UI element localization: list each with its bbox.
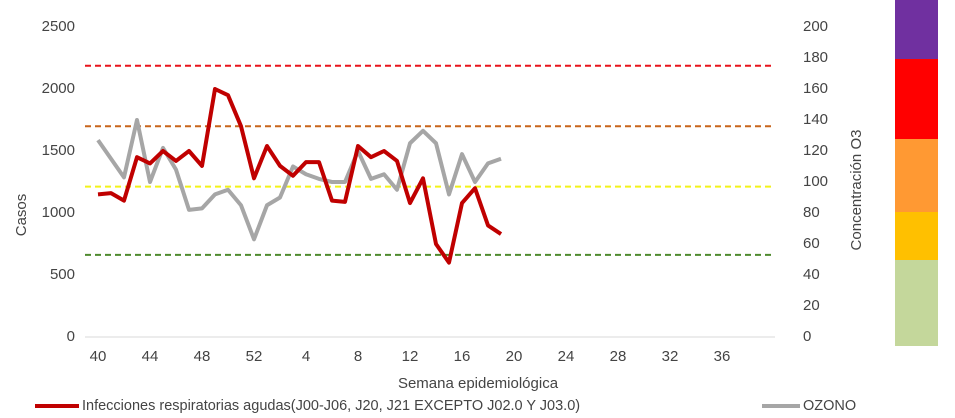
color-scale [895,0,938,346]
y2-axis-title: Concentración O3 [848,130,865,251]
y2-tick-label: 20 [803,297,820,314]
y-tick-label: 2500 [42,18,75,35]
y-tick-label: 2000 [42,80,75,97]
y-axis-title: Casos [13,194,30,237]
y2-tick-label: 180 [803,49,828,66]
scale-yellow [895,212,938,260]
x-tick-label: 40 [90,348,107,365]
y2-tick-label: 0 [803,328,811,345]
scale-orange [895,139,938,212]
y2-tick-label: 160 [803,80,828,97]
y-tick-label: 500 [50,266,75,283]
series-line [97,87,503,265]
y2-tick-label: 100 [803,173,828,190]
series-line [96,118,502,242]
x-axis-title: Semana epidemiológica [398,375,559,392]
x-tick-label: 52 [246,348,263,365]
y2-tick-label: 200 [803,18,828,35]
y2-tick-label: 140 [803,111,828,128]
x-tick-label: 12 [402,348,419,365]
x-tick-label: 44 [142,348,159,365]
x-tick-label: 28 [610,348,627,365]
x-tick-label: 4 [302,348,310,365]
x-tick-label: 36 [714,348,731,365]
y-tick-label: 0 [67,328,75,345]
x-tick-label: 32 [662,348,679,365]
scale-green [895,260,938,346]
y2-tick-label: 40 [803,266,820,283]
y2-tick-label: 60 [803,235,820,252]
legend-label: OZONO [803,398,856,414]
x-tick-label: 48 [194,348,211,365]
y2-tick-label: 80 [803,204,820,221]
y-tick-label: 1000 [42,204,75,221]
legend-label: Infecciones respiratorias agudas(J00-J06… [82,398,580,414]
scale-red [895,59,938,139]
x-tick-label: 20 [506,348,523,365]
y2-tick-label: 120 [803,142,828,159]
x-tick-label: 24 [558,348,575,365]
scale-purple [895,0,938,59]
x-tick-label: 8 [354,348,362,365]
y-tick-label: 1500 [42,142,75,159]
x-tick-label: 16 [454,348,471,365]
